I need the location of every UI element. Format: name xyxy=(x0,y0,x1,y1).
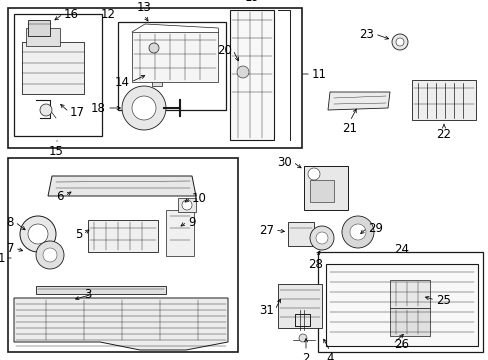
Text: 15: 15 xyxy=(48,145,63,158)
Bar xyxy=(278,284,321,328)
Text: 6: 6 xyxy=(57,189,64,202)
Circle shape xyxy=(395,38,403,46)
Text: 12: 12 xyxy=(101,8,116,21)
Text: 11: 11 xyxy=(311,68,326,81)
Text: 25: 25 xyxy=(435,293,450,306)
Bar xyxy=(152,72,162,86)
Text: 19: 19 xyxy=(244,0,259,4)
Text: 27: 27 xyxy=(259,224,273,237)
Circle shape xyxy=(20,216,56,252)
Bar xyxy=(28,20,50,36)
Circle shape xyxy=(237,66,248,78)
Text: 10: 10 xyxy=(192,192,206,204)
Text: 4: 4 xyxy=(325,352,333,360)
Circle shape xyxy=(391,34,407,50)
Bar xyxy=(26,28,60,46)
Text: 13: 13 xyxy=(136,1,151,14)
Circle shape xyxy=(298,334,306,342)
Bar xyxy=(304,166,347,210)
Bar xyxy=(8,158,238,352)
Text: 9: 9 xyxy=(187,216,195,229)
Text: 18: 18 xyxy=(91,102,106,114)
Text: 28: 28 xyxy=(308,258,323,271)
Circle shape xyxy=(182,200,192,210)
Bar xyxy=(389,308,429,336)
Circle shape xyxy=(349,224,365,240)
Circle shape xyxy=(307,168,319,180)
Bar xyxy=(234,64,251,80)
Circle shape xyxy=(149,43,159,53)
Circle shape xyxy=(309,226,333,250)
Circle shape xyxy=(341,216,373,248)
Polygon shape xyxy=(14,298,227,350)
Text: 26: 26 xyxy=(393,338,408,351)
Text: 1: 1 xyxy=(0,252,5,265)
Polygon shape xyxy=(132,96,156,120)
Text: 20: 20 xyxy=(217,44,231,57)
Text: 14: 14 xyxy=(115,76,130,89)
Text: 17: 17 xyxy=(70,105,85,118)
Text: 16: 16 xyxy=(64,8,79,21)
Circle shape xyxy=(28,224,48,244)
Polygon shape xyxy=(122,86,165,130)
Text: 5: 5 xyxy=(75,228,82,240)
Text: 2: 2 xyxy=(302,352,309,360)
Bar xyxy=(118,22,225,110)
Text: 8: 8 xyxy=(7,216,14,229)
Text: 7: 7 xyxy=(6,242,14,255)
Bar xyxy=(309,180,333,202)
Bar xyxy=(229,10,273,140)
Bar xyxy=(317,252,482,352)
Circle shape xyxy=(43,248,57,262)
Bar xyxy=(287,222,313,246)
Polygon shape xyxy=(48,176,196,196)
Bar xyxy=(22,42,84,94)
Text: 3: 3 xyxy=(84,288,92,301)
Bar xyxy=(36,286,165,294)
Circle shape xyxy=(315,232,327,244)
Bar xyxy=(178,198,196,212)
Bar xyxy=(8,8,302,148)
Polygon shape xyxy=(327,92,389,110)
Text: 22: 22 xyxy=(436,128,450,141)
Text: 23: 23 xyxy=(358,27,373,40)
Bar xyxy=(88,220,158,252)
Text: 30: 30 xyxy=(277,156,291,168)
Text: 29: 29 xyxy=(367,221,382,234)
Circle shape xyxy=(40,104,52,116)
Bar xyxy=(148,46,160,66)
Bar xyxy=(22,42,84,94)
Bar xyxy=(14,14,102,136)
Bar xyxy=(389,280,429,308)
Text: 21: 21 xyxy=(342,122,357,135)
Bar xyxy=(325,264,477,346)
Bar xyxy=(411,80,475,120)
Text: 24: 24 xyxy=(394,243,408,256)
Bar xyxy=(165,210,194,256)
Circle shape xyxy=(36,241,64,269)
Text: 31: 31 xyxy=(259,303,273,316)
Polygon shape xyxy=(132,32,218,82)
